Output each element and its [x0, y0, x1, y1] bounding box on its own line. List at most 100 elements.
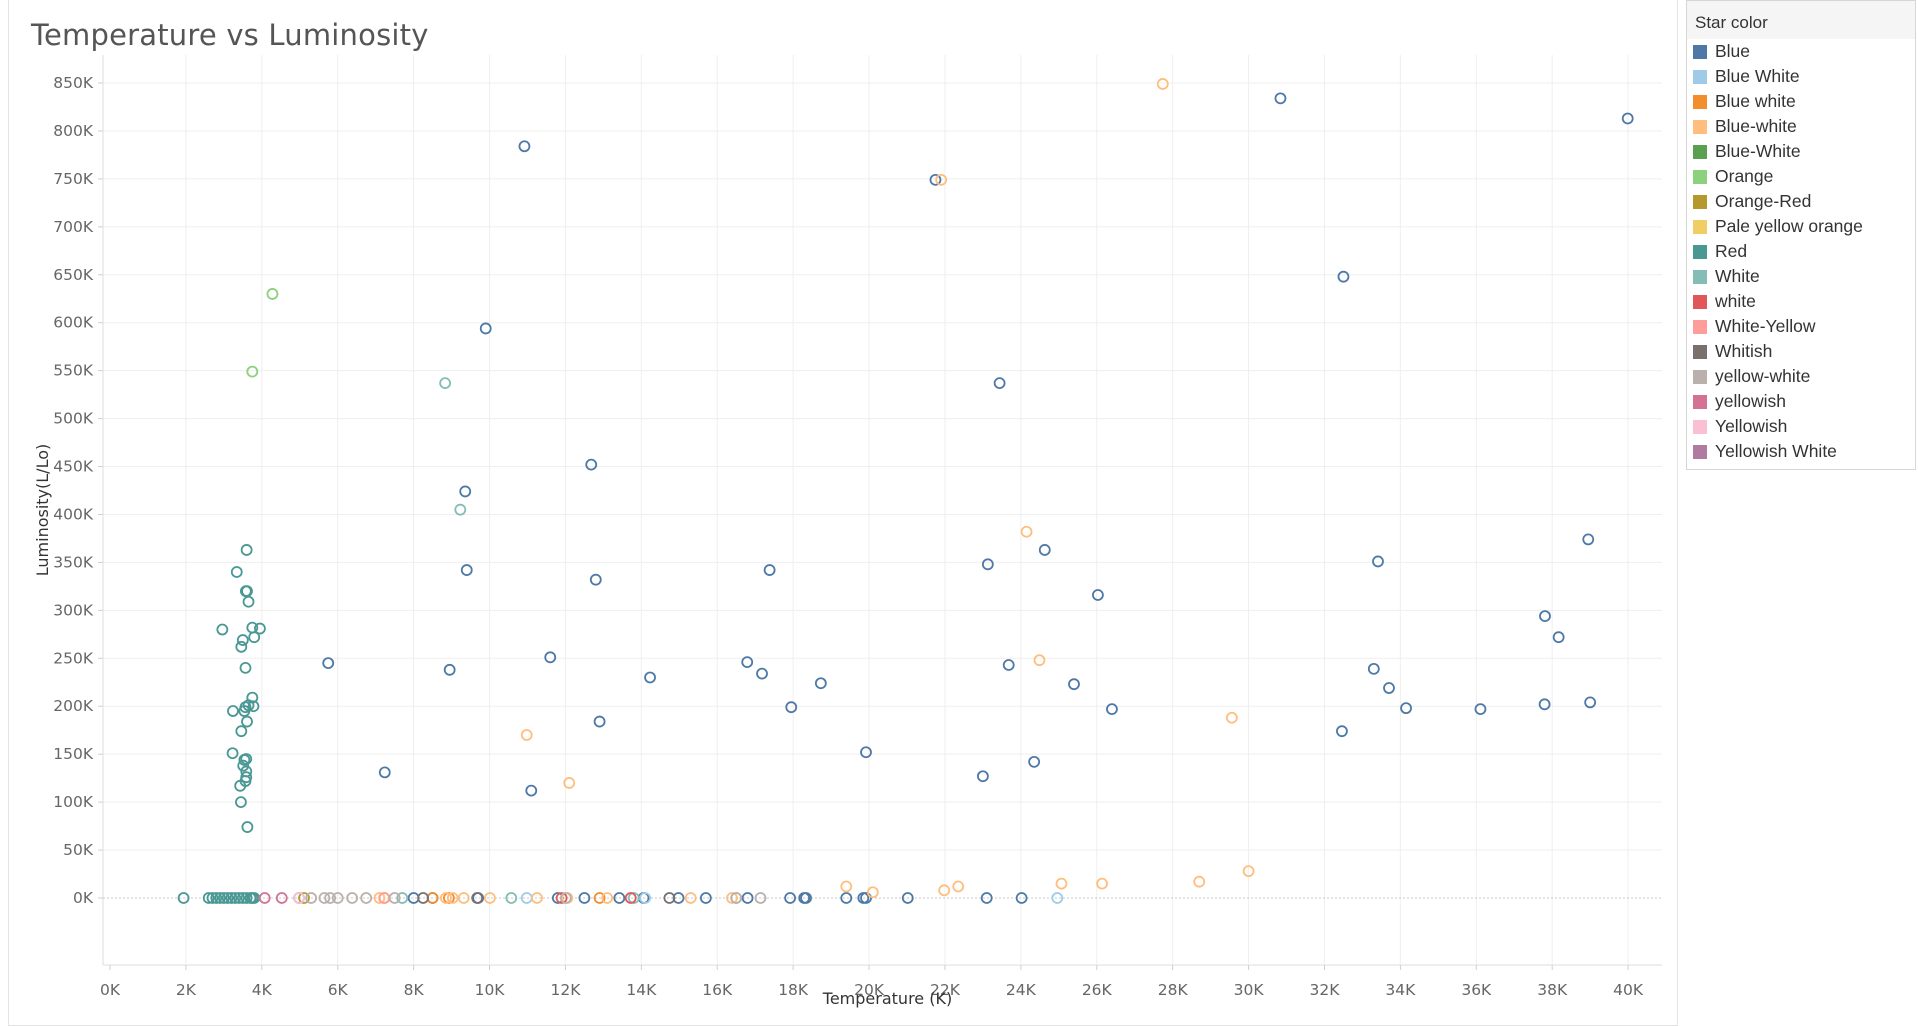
data-point[interactable]	[601, 892, 614, 904]
data-point[interactable]	[439, 377, 452, 390]
data-point[interactable]	[756, 667, 768, 680]
data-point[interactable]	[505, 892, 518, 904]
data-point[interactable]	[555, 892, 568, 904]
data-point[interactable]	[866, 886, 879, 899]
data-point[interactable]	[233, 892, 245, 904]
data-point[interactable]	[730, 892, 743, 904]
data-point[interactable]	[240, 892, 253, 904]
data-point[interactable]	[663, 892, 676, 904]
data-point[interactable]	[439, 892, 452, 904]
data-point[interactable]	[1337, 270, 1350, 283]
data-point[interactable]	[1225, 711, 1238, 724]
data-point[interactable]	[520, 729, 533, 741]
data-point[interactable]	[1584, 696, 1597, 709]
data-point[interactable]	[1621, 112, 1634, 125]
data-point[interactable]	[593, 715, 606, 728]
data-point[interactable]	[589, 573, 602, 586]
data-point[interactable]	[1193, 875, 1206, 888]
data-point[interactable]	[457, 892, 470, 904]
data-point[interactable]	[1028, 755, 1041, 768]
data-point[interactable]	[459, 485, 472, 498]
legend-item[interactable]: Blue	[1687, 39, 1915, 64]
data-point[interactable]	[980, 892, 993, 904]
data-point[interactable]	[1242, 865, 1255, 878]
data-point[interactable]	[225, 892, 238, 904]
data-point[interactable]	[840, 880, 853, 893]
data-point[interactable]	[373, 892, 386, 904]
data-point[interactable]	[324, 892, 337, 904]
data-point[interactable]	[699, 892, 712, 904]
data-point[interactable]	[206, 892, 219, 904]
data-point[interactable]	[221, 892, 234, 904]
data-point[interactable]	[484, 892, 496, 904]
data-point[interactable]	[460, 564, 473, 576]
data-point[interactable]	[305, 892, 318, 904]
legend-item[interactable]: Pale yellow orange	[1687, 214, 1915, 239]
data-point[interactable]	[202, 892, 215, 904]
data-point[interactable]	[1156, 78, 1169, 90]
data-point[interactable]	[298, 892, 310, 904]
data-point[interactable]	[639, 892, 652, 904]
data-point[interactable]	[977, 770, 989, 783]
data-point[interactable]	[1400, 702, 1412, 715]
data-point[interactable]	[1002, 659, 1015, 671]
data-point[interactable]	[840, 892, 853, 904]
data-point[interactable]	[446, 892, 459, 904]
data-point[interactable]	[229, 892, 242, 904]
data-point[interactable]	[210, 892, 223, 904]
data-point[interactable]	[241, 715, 253, 728]
data-point[interactable]	[1038, 544, 1051, 556]
data-point[interactable]	[230, 566, 243, 578]
data-point[interactable]	[559, 892, 572, 904]
data-point[interactable]	[240, 753, 253, 765]
data-point[interactable]	[613, 892, 626, 904]
data-point[interactable]	[741, 892, 754, 904]
data-point[interactable]	[741, 656, 754, 669]
data-point[interactable]	[1051, 892, 1064, 904]
data-point[interactable]	[544, 651, 557, 664]
data-point[interactable]	[784, 892, 797, 904]
legend-item[interactable]: Blue-white	[1687, 114, 1915, 139]
data-point[interactable]	[585, 458, 598, 471]
data-point[interactable]	[346, 892, 359, 904]
data-point[interactable]	[216, 623, 229, 636]
data-point[interactable]	[242, 595, 255, 608]
legend-item[interactable]: Yellowish White	[1687, 439, 1915, 464]
data-point[interactable]	[1274, 92, 1287, 105]
legend-item[interactable]: Blue white	[1687, 89, 1915, 114]
data-point[interactable]	[1538, 698, 1551, 711]
data-point[interactable]	[234, 779, 247, 792]
data-point[interactable]	[454, 503, 467, 516]
data-point[interactable]	[388, 892, 401, 904]
data-point[interactable]	[1474, 703, 1487, 716]
data-point[interactable]	[236, 634, 249, 646]
data-point[interactable]	[1106, 703, 1118, 716]
data-point[interactable]	[726, 892, 738, 904]
data-point[interactable]	[525, 784, 538, 797]
data-point[interactable]	[1020, 525, 1033, 538]
data-point[interactable]	[235, 796, 247, 809]
data-point[interactable]	[247, 700, 260, 713]
data-point[interactable]	[214, 892, 226, 904]
scatter-plot[interactable]: 0K 2K 4K 6K 8K 10K 12K 14K 16K 18K 20K 22K 24K 26K 28K…	[0, 0, 1680, 1026]
data-point[interactable]	[800, 892, 812, 904]
data-point[interactable]	[226, 747, 239, 760]
data-point[interactable]	[396, 892, 409, 904]
data-point[interactable]	[254, 622, 266, 635]
data-point[interactable]	[1383, 682, 1395, 694]
data-point[interactable]	[417, 892, 430, 904]
data-point[interactable]	[1372, 555, 1384, 568]
legend-item[interactable]: white	[1687, 289, 1915, 314]
data-point[interactable]	[1068, 678, 1080, 691]
data-point[interactable]	[993, 377, 1006, 390]
legend-item[interactable]: yellow-white	[1687, 364, 1915, 389]
data-point[interactable]	[929, 173, 942, 186]
legend-item[interactable]: Blue-White	[1687, 139, 1915, 164]
data-point[interactable]	[1336, 725, 1348, 738]
data-point[interactable]	[471, 892, 484, 904]
data-point[interactable]	[217, 892, 230, 904]
data-point[interactable]	[578, 892, 591, 904]
legend-item[interactable]: yellowish	[1687, 389, 1915, 414]
data-point[interactable]	[901, 892, 914, 904]
data-point[interactable]	[177, 892, 190, 904]
